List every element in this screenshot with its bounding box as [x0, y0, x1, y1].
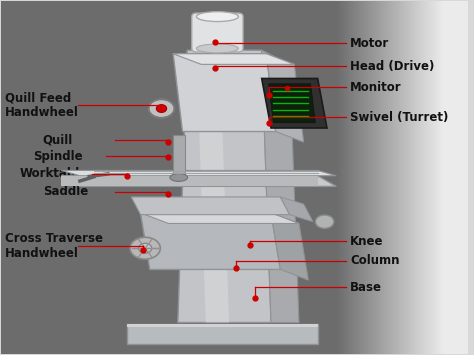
Text: Saddle: Saddle: [43, 185, 88, 198]
Polygon shape: [140, 213, 280, 269]
Text: Cross Traverse
Handwheel: Cross Traverse Handwheel: [5, 233, 103, 261]
Text: Monitor: Monitor: [350, 81, 402, 94]
Polygon shape: [61, 176, 336, 186]
Polygon shape: [266, 54, 304, 142]
Polygon shape: [196, 50, 229, 322]
Text: Swivel (Turret): Swivel (Turret): [350, 111, 448, 124]
Text: Column: Column: [350, 254, 400, 267]
Polygon shape: [262, 78, 327, 128]
Polygon shape: [140, 213, 299, 223]
Polygon shape: [173, 54, 276, 132]
Ellipse shape: [196, 12, 238, 22]
Polygon shape: [61, 170, 336, 176]
Text: Worktable: Worktable: [19, 168, 88, 180]
Polygon shape: [127, 324, 318, 327]
Ellipse shape: [170, 174, 188, 181]
Polygon shape: [178, 50, 271, 322]
Text: Knee: Knee: [350, 235, 384, 248]
Polygon shape: [173, 54, 294, 64]
Polygon shape: [271, 213, 308, 280]
Text: Head (Drive): Head (Drive): [350, 60, 435, 73]
Text: Base: Base: [350, 280, 382, 294]
Ellipse shape: [130, 237, 160, 259]
Ellipse shape: [139, 243, 152, 253]
Text: Motor: Motor: [350, 37, 390, 50]
Polygon shape: [269, 84, 315, 123]
Polygon shape: [61, 176, 318, 186]
Polygon shape: [280, 197, 313, 222]
Text: Quill Feed
Handwheel: Quill Feed Handwheel: [5, 91, 79, 119]
Ellipse shape: [149, 99, 174, 118]
Text: Spindle: Spindle: [33, 150, 83, 163]
Ellipse shape: [196, 44, 238, 53]
Polygon shape: [262, 50, 299, 322]
Polygon shape: [131, 197, 290, 215]
Bar: [173, 135, 185, 178]
Ellipse shape: [156, 105, 167, 113]
Text: Quill: Quill: [43, 134, 73, 147]
Polygon shape: [127, 324, 318, 344]
FancyBboxPatch shape: [192, 13, 243, 52]
Ellipse shape: [315, 215, 334, 228]
Bar: [203, 43, 231, 64]
